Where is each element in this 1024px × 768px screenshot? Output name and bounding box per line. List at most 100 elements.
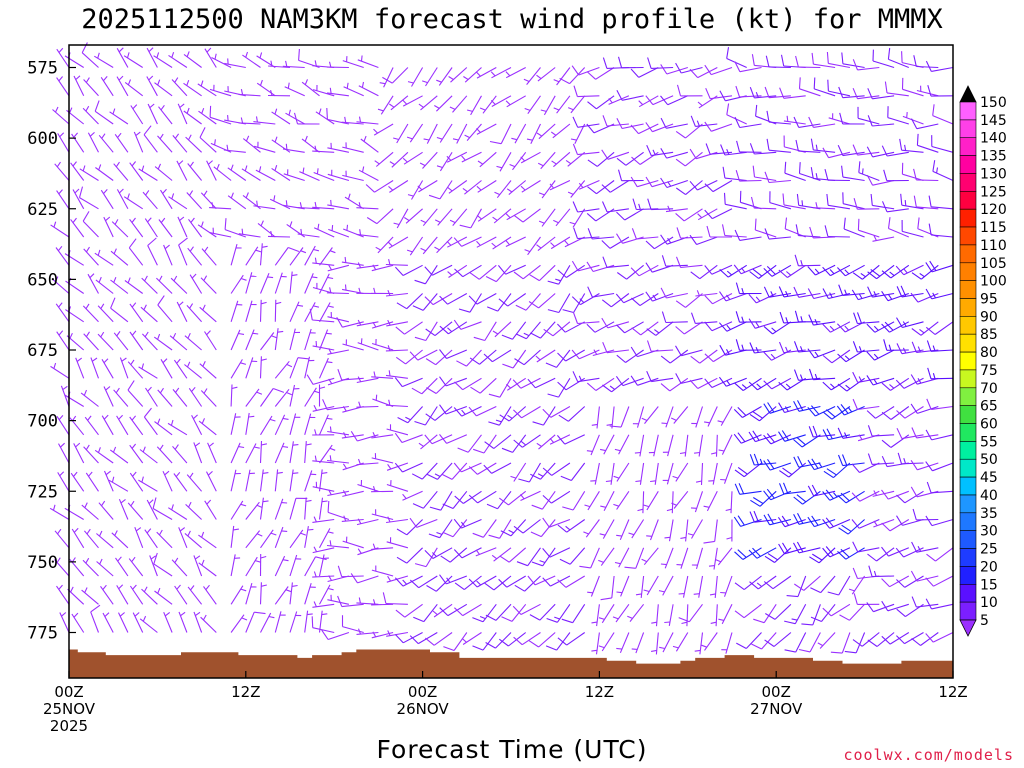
wind-barb bbox=[326, 61, 349, 69]
barb-flag bbox=[796, 494, 807, 503]
barb-flag bbox=[793, 116, 800, 128]
barb-shaft bbox=[259, 356, 262, 379]
wind-barb bbox=[56, 76, 70, 97]
wind-barb bbox=[153, 333, 173, 351]
wind-barb bbox=[558, 406, 586, 422]
wind-barb bbox=[318, 384, 326, 407]
barb-shaft bbox=[87, 273, 99, 294]
wind-barb bbox=[128, 556, 144, 577]
barb-shaft bbox=[466, 349, 482, 367]
barb-shaft bbox=[327, 631, 350, 641]
wind-barb bbox=[524, 236, 541, 256]
barb-shaft bbox=[304, 413, 312, 435]
wind-barb bbox=[139, 615, 158, 633]
barb-half-flag bbox=[58, 302, 63, 308]
barb-shaft bbox=[757, 575, 777, 590]
barb-flag bbox=[782, 542, 789, 553]
barb-half-flag bbox=[641, 558, 648, 563]
wind-barb bbox=[223, 144, 246, 153]
barb-shaft bbox=[697, 377, 718, 389]
wind-barb bbox=[675, 345, 703, 357]
barb-half-flag bbox=[187, 530, 191, 537]
wind-barb bbox=[206, 470, 217, 492]
wind-barb bbox=[734, 483, 762, 495]
barb-half-flag bbox=[245, 192, 249, 199]
wind-barb bbox=[681, 604, 689, 627]
wind-barb bbox=[178, 527, 188, 549]
wind-barb bbox=[111, 530, 129, 549]
barb-half-flag bbox=[117, 556, 122, 562]
wind-barb bbox=[312, 601, 335, 608]
wind-barb bbox=[245, 469, 255, 492]
barb-shaft bbox=[421, 462, 438, 480]
barb-shaft bbox=[652, 95, 674, 106]
barb-shaft bbox=[639, 462, 645, 485]
wind-barb bbox=[586, 67, 615, 80]
wind-barb bbox=[230, 500, 247, 520]
barb-flag bbox=[763, 286, 770, 298]
barb-shaft bbox=[537, 236, 556, 252]
wind-barb bbox=[901, 51, 924, 69]
colorbar-low-arrow bbox=[959, 619, 977, 637]
barb-flag bbox=[784, 620, 796, 625]
wind-barb bbox=[839, 603, 865, 621]
barb-shaft bbox=[304, 497, 307, 520]
barb-flag bbox=[587, 101, 597, 110]
wind-barb bbox=[646, 144, 674, 157]
wind-barb bbox=[867, 264, 895, 280]
wind-barb bbox=[483, 462, 512, 474]
wind-barb bbox=[916, 133, 939, 153]
barb-shaft bbox=[342, 60, 364, 69]
barb-half-flag bbox=[616, 647, 623, 650]
wind-barb bbox=[661, 406, 674, 428]
barb-shaft bbox=[224, 229, 246, 238]
barb-shaft bbox=[649, 519, 659, 541]
barb-half-flag bbox=[520, 494, 525, 500]
wind-barb bbox=[67, 586, 85, 605]
wind-barb bbox=[720, 144, 747, 156]
wind-barb bbox=[600, 575, 615, 601]
wind-barb bbox=[567, 180, 586, 198]
barb-flag bbox=[429, 506, 441, 511]
barb-flag bbox=[735, 85, 741, 98]
wind-barb bbox=[146, 75, 158, 97]
barb-flag bbox=[811, 52, 814, 65]
barb-flag bbox=[573, 227, 579, 239]
wind-barb bbox=[52, 106, 70, 125]
wind-barb bbox=[778, 264, 807, 278]
barb-shaft bbox=[739, 123, 762, 129]
barb-shaft bbox=[813, 236, 836, 239]
wind-barb bbox=[689, 180, 718, 191]
barb-half-flag bbox=[858, 346, 862, 352]
barb-half-flag bbox=[687, 533, 694, 536]
barb-half-flag bbox=[115, 161, 120, 168]
wind-barb bbox=[386, 424, 409, 436]
barb-half-flag bbox=[97, 447, 101, 453]
barb-half-flag bbox=[287, 82, 290, 89]
barb-shaft bbox=[651, 349, 674, 352]
barb-shaft bbox=[436, 95, 453, 112]
barb-shaft bbox=[874, 349, 895, 361]
barb-half-flag bbox=[526, 138, 533, 141]
wind-barb bbox=[230, 469, 241, 492]
barb-shaft bbox=[274, 498, 284, 520]
barb-shaft bbox=[799, 88, 821, 97]
wind-barb bbox=[553, 95, 571, 114]
wind-barb bbox=[911, 541, 939, 553]
barb-shaft bbox=[82, 305, 99, 323]
wind-barb bbox=[387, 236, 409, 249]
barb-half-flag bbox=[147, 217, 152, 223]
wind-barb bbox=[492, 208, 512, 224]
wind-barb bbox=[925, 60, 954, 72]
barb-flag bbox=[752, 547, 761, 557]
barb-shaft bbox=[198, 110, 217, 125]
barb-shaft bbox=[595, 377, 615, 391]
barb-shaft bbox=[794, 604, 807, 624]
barb-half-flag bbox=[285, 589, 292, 593]
barb-shaft bbox=[477, 490, 497, 504]
colorbar-tick-label: 80 bbox=[980, 345, 998, 361]
wind-barb bbox=[402, 95, 423, 107]
wind-barb bbox=[69, 415, 85, 436]
wind-barb bbox=[453, 462, 482, 473]
barb-half-flag bbox=[873, 325, 879, 331]
